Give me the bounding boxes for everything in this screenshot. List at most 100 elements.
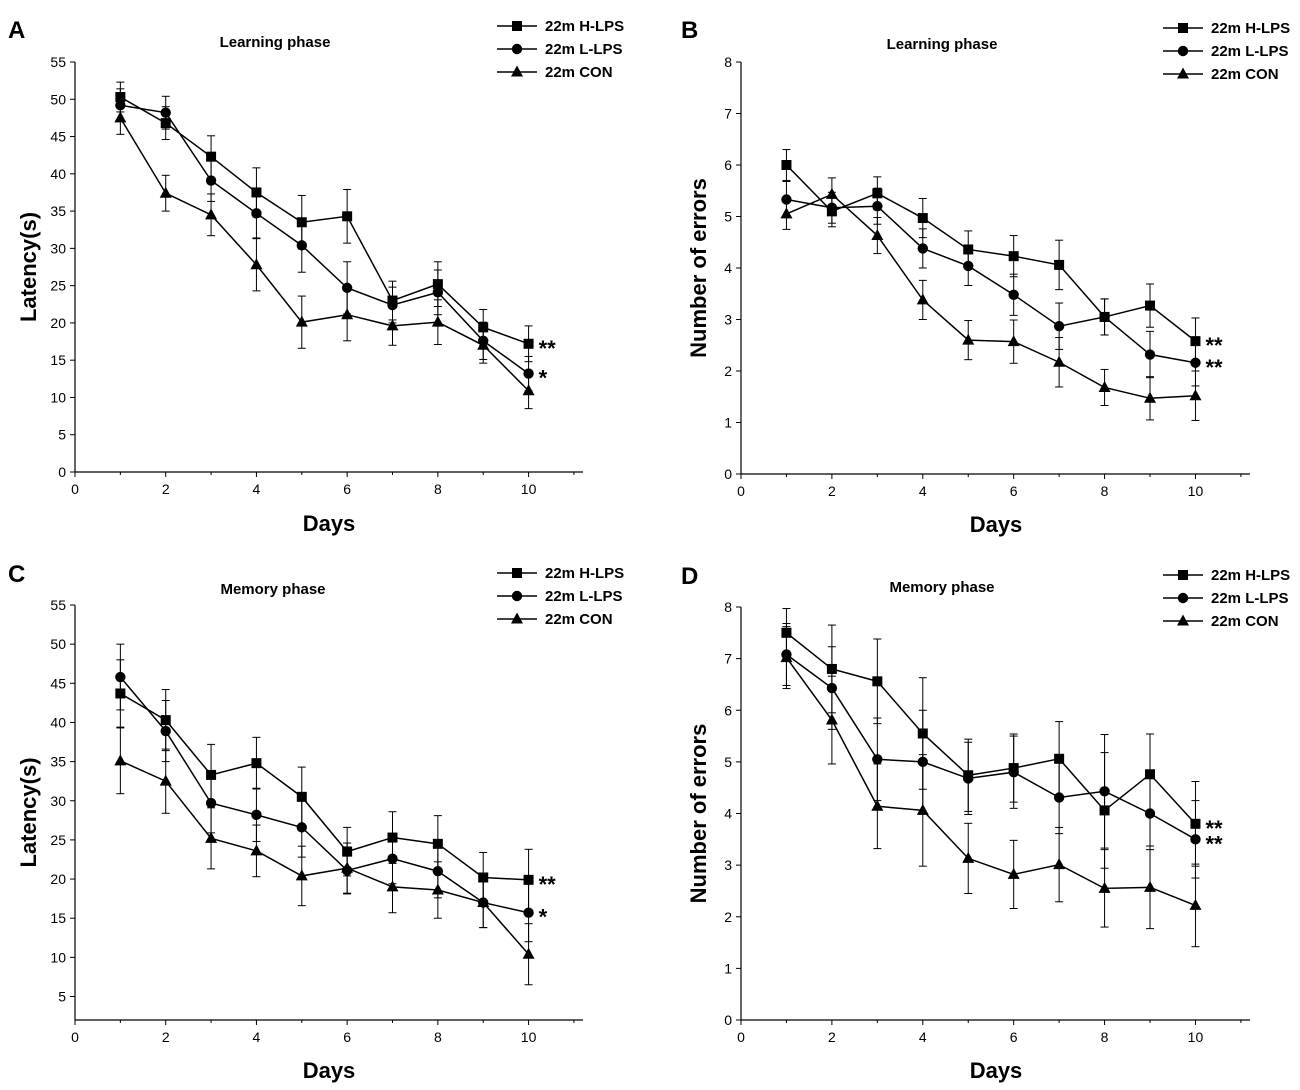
y-tick-label: 20 — [50, 871, 66, 887]
data-point — [1099, 786, 1110, 797]
y-tick-label: 5 — [724, 209, 732, 225]
series-line — [785, 632, 1197, 825]
legend-marker — [511, 612, 523, 624]
data-point — [522, 947, 535, 959]
y-tick-label: 10 — [50, 949, 66, 965]
x-tick-label: 6 — [1010, 483, 1018, 499]
y-tick-label: 1 — [724, 415, 732, 431]
data-point — [251, 809, 262, 821]
y-tick-label: 8 — [724, 599, 732, 615]
y-tick-label: 15 — [50, 352, 66, 368]
y-tick-label: 30 — [50, 793, 66, 809]
legend-marker — [512, 21, 522, 31]
data-point — [1098, 881, 1111, 893]
data-point — [916, 293, 929, 305]
data-point — [250, 258, 263, 270]
x-tick-label: 6 — [343, 481, 351, 497]
y-tick-label: 4 — [724, 806, 732, 822]
data-point — [342, 211, 353, 222]
data-point — [963, 260, 974, 272]
legend-label: 22m H-LPS — [545, 18, 624, 35]
x-tick-label: 0 — [737, 483, 745, 499]
panel-letter: D — [681, 563, 698, 590]
data-point — [160, 725, 171, 737]
data-point — [872, 201, 883, 212]
data-point — [1190, 357, 1201, 368]
x-tick-label: 8 — [434, 1029, 442, 1045]
y-tick-label: 25 — [50, 278, 66, 294]
x-tick-label: 8 — [434, 481, 442, 497]
y-tick-label: 4 — [724, 260, 732, 276]
legend-marker — [512, 568, 522, 578]
y-tick-label: 35 — [50, 203, 66, 219]
y-tick-label: 5 — [724, 754, 732, 770]
data-point — [295, 315, 308, 327]
series-line — [120, 104, 530, 375]
data-point — [296, 791, 307, 802]
y-axis-label: Number of errors — [686, 724, 711, 904]
y-tick-label: 10 — [50, 389, 66, 405]
data-point — [1144, 349, 1156, 360]
y-tick-label: 50 — [50, 636, 66, 652]
data-point — [477, 896, 490, 908]
x-tick-label: 4 — [919, 483, 927, 499]
data-point — [1098, 380, 1111, 392]
data-point — [295, 869, 308, 881]
significance-annotation: ** — [539, 336, 557, 361]
data-point — [477, 338, 490, 350]
chart-title: Memory phase — [889, 579, 994, 596]
series-line — [119, 692, 529, 881]
x-axis-label: Days — [303, 511, 356, 536]
y-tick-label: 40 — [50, 714, 66, 730]
panel-letter: B — [681, 17, 698, 44]
series-line — [119, 117, 530, 392]
significance-annotation: ** — [1205, 816, 1223, 841]
data-point — [962, 851, 975, 863]
data-point — [251, 208, 262, 219]
data-point — [296, 822, 307, 833]
series-triangle: 22m CON — [780, 613, 1279, 948]
series-line — [119, 676, 529, 914]
significance-annotation: ** — [1205, 333, 1223, 358]
y-tick-label: 0 — [58, 464, 66, 480]
y-tick-label: 6 — [724, 157, 732, 173]
x-tick-label: 0 — [71, 481, 79, 497]
y-tick-label: 40 — [50, 166, 66, 182]
legend-label: 22m H-LPS — [1211, 20, 1290, 37]
legend-marker — [1178, 23, 1188, 33]
legend-label: 22m CON — [1211, 613, 1279, 630]
x-tick-label: 4 — [253, 1029, 261, 1045]
data-point — [523, 907, 534, 918]
data-point — [432, 287, 444, 298]
y-tick-label: 6 — [724, 702, 732, 718]
legend-label: 22m CON — [545, 64, 613, 81]
data-point — [1189, 898, 1202, 910]
data-point — [1054, 259, 1065, 270]
series-line — [786, 653, 1196, 840]
data-point — [1189, 389, 1202, 401]
x-axis-label: Days — [970, 1058, 1023, 1083]
data-point — [114, 111, 127, 123]
y-tick-label: 50 — [50, 91, 66, 107]
data-point — [1145, 300, 1156, 311]
y-tick-label: 7 — [724, 651, 732, 667]
data-point — [780, 207, 793, 219]
series-line — [785, 657, 1196, 907]
y-tick-label: 2 — [724, 909, 732, 925]
data-point — [159, 186, 172, 198]
y-tick-label: 2 — [724, 363, 732, 379]
data-point — [917, 243, 928, 254]
x-tick-label: 6 — [343, 1029, 351, 1045]
y-tick-label: 55 — [50, 597, 66, 613]
data-point — [431, 315, 444, 327]
legend-label: 22m L-LPS — [1211, 43, 1289, 60]
chart-panel-a: A Learning phase 0 2 4 6 8 10 0 5 10 15 20 25 30 35 40 45… — [8, 17, 624, 536]
legend-marker — [1177, 614, 1189, 626]
data-point — [523, 338, 534, 349]
legend-label: 22m CON — [545, 611, 613, 628]
data-point — [432, 838, 443, 849]
data-point — [1008, 767, 1019, 778]
data-point — [1053, 858, 1066, 870]
x-axis-label: Days — [303, 1058, 356, 1083]
